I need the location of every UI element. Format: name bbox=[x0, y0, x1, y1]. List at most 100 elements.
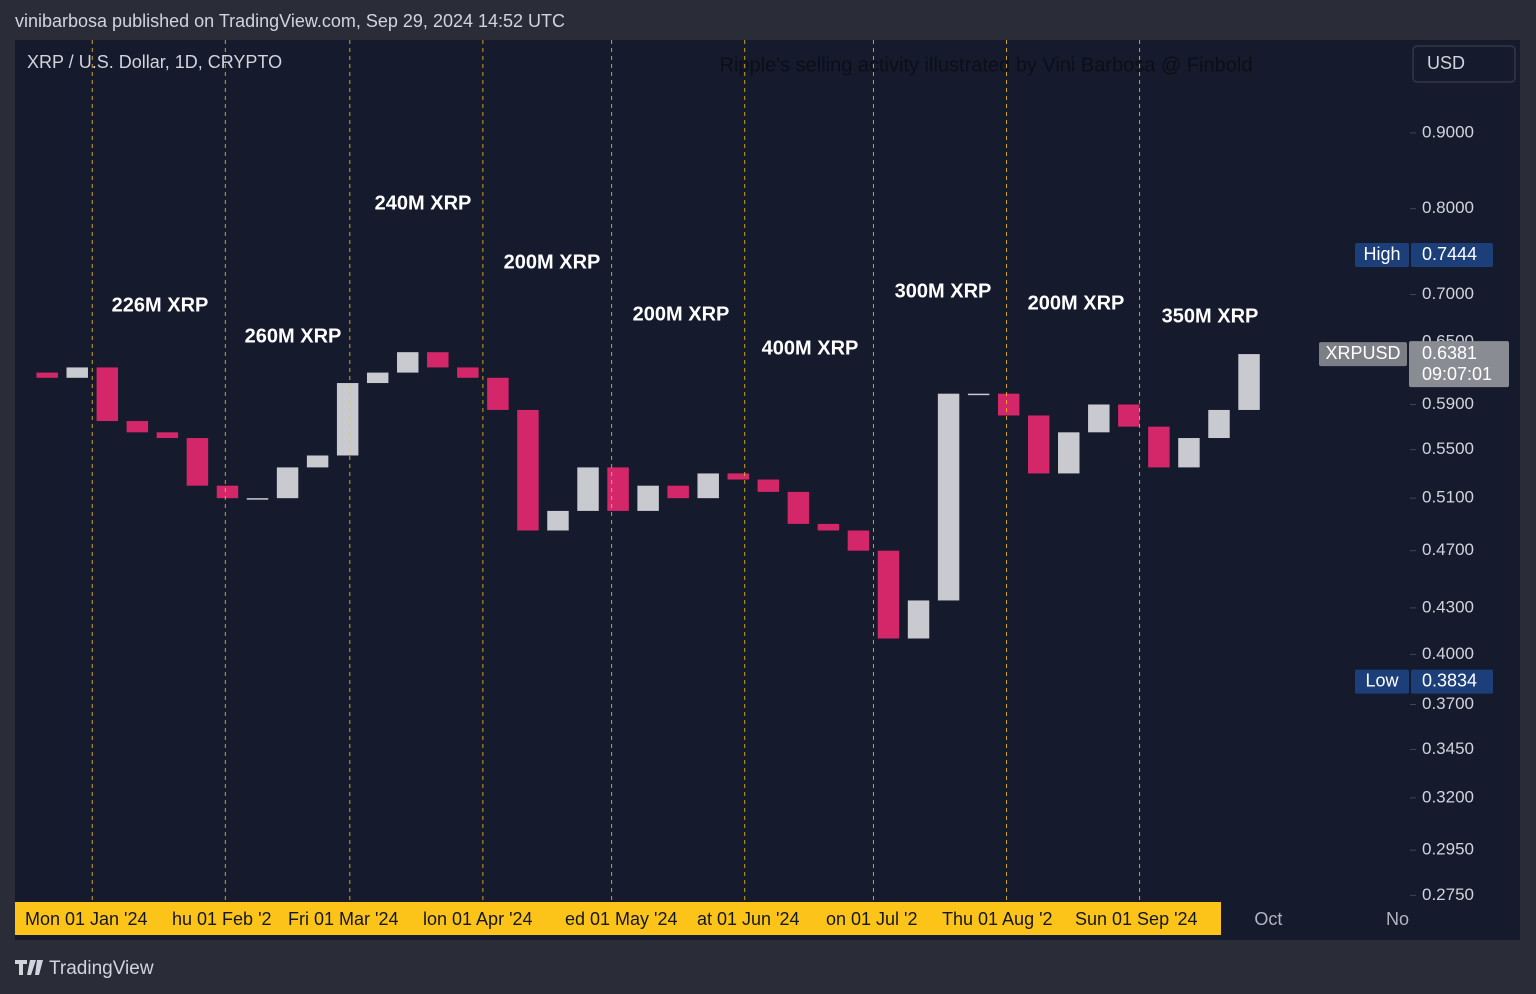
high-value-bg bbox=[1411, 243, 1493, 268]
last-countdown: 09:07:01 bbox=[1422, 364, 1492, 384]
y-tick-label: 0.8000 bbox=[1422, 198, 1474, 217]
candle-body bbox=[306, 455, 329, 468]
low-label-bg bbox=[1355, 669, 1409, 694]
x-axis-highlight bbox=[15, 902, 1221, 935]
y-tick-label: 0.3200 bbox=[1422, 787, 1474, 806]
high-value: 0.7444 bbox=[1422, 244, 1477, 264]
candle-body bbox=[757, 479, 780, 492]
candle-body bbox=[637, 485, 659, 511]
candle-body bbox=[336, 383, 359, 456]
y-tick-label: 0.3700 bbox=[1422, 694, 1474, 713]
candle-body bbox=[697, 473, 719, 499]
low-label: Low bbox=[1365, 670, 1399, 690]
candle-body bbox=[1178, 438, 1200, 468]
candle-body bbox=[547, 510, 569, 531]
candle-body bbox=[276, 467, 299, 499]
last-label-bg bbox=[1319, 342, 1407, 367]
candle-body bbox=[366, 372, 389, 384]
x-tick-label: No bbox=[1386, 909, 1409, 929]
y-tick-label: 0.5900 bbox=[1422, 394, 1474, 413]
candle-body bbox=[517, 409, 539, 531]
candle-body bbox=[1118, 404, 1140, 427]
candle-body bbox=[457, 367, 479, 378]
candle-body bbox=[156, 432, 179, 439]
x-tick-label: hu 01 Feb '2 bbox=[172, 909, 272, 929]
symbol: XRP / U.S. Dollar, 1D, CRYPTO bbox=[27, 52, 282, 72]
candle-body bbox=[1088, 404, 1110, 433]
candle-body bbox=[787, 491, 810, 524]
candle-body bbox=[847, 530, 870, 551]
annotation: 240M XRP bbox=[375, 192, 472, 214]
low-value: 0.3834 bbox=[1422, 670, 1477, 690]
byline: vinibarbosa published on TradingView.com… bbox=[15, 11, 565, 31]
annotation: 300M XRP bbox=[895, 280, 992, 302]
x-tick-label: on 01 Jul '2 bbox=[826, 909, 918, 929]
watermark-title: Ripple's selling activity illustrated by… bbox=[720, 54, 1253, 76]
x-tick-label: Fri 01 Mar '24 bbox=[288, 909, 398, 929]
currency-label[interactable]: USD bbox=[1427, 53, 1465, 73]
y-tick-label: 0.9000 bbox=[1422, 122, 1474, 141]
candle-body bbox=[1058, 432, 1080, 474]
high-label-bg bbox=[1355, 243, 1409, 268]
x-tick-label: Oct bbox=[1254, 909, 1282, 929]
candle-body bbox=[1208, 409, 1230, 439]
last-value-bg bbox=[1409, 341, 1509, 388]
y-tick-label: 0.7000 bbox=[1422, 284, 1474, 303]
last-label: XRPUSD bbox=[1325, 343, 1400, 363]
last-value: 0.6381 bbox=[1422, 343, 1477, 363]
candle-body bbox=[487, 377, 509, 410]
candle-body bbox=[66, 367, 88, 378]
candle-body bbox=[577, 467, 599, 511]
high-label: High bbox=[1363, 244, 1400, 264]
annotation: 260M XRP bbox=[245, 325, 342, 347]
candle-body bbox=[607, 467, 629, 511]
y-tick-label: 0.3450 bbox=[1422, 739, 1474, 758]
candle-body bbox=[36, 372, 58, 378]
candle-body bbox=[96, 367, 119, 422]
candle-body bbox=[997, 393, 1020, 416]
candle-body bbox=[126, 421, 149, 433]
candle-body bbox=[727, 473, 749, 480]
annotation: 400M XRP bbox=[762, 337, 859, 359]
y-tick-label: 0.4700 bbox=[1422, 540, 1474, 559]
candle-body bbox=[246, 498, 269, 500]
candle-body bbox=[667, 485, 689, 499]
y-tick-label: 0.4300 bbox=[1422, 597, 1474, 616]
annotation: 200M XRP bbox=[1028, 292, 1125, 314]
annotation: 226M XRP bbox=[112, 294, 209, 316]
y-tick-label: 0.4000 bbox=[1422, 644, 1474, 663]
brand-logo bbox=[15, 960, 43, 975]
candle-body bbox=[397, 352, 419, 373]
x-tick-label: ed 01 May '24 bbox=[565, 909, 678, 929]
currency-button[interactable] bbox=[1412, 45, 1516, 83]
y-tick-label: 0.2750 bbox=[1422, 885, 1474, 904]
x-tick-label: Thu 01 Aug '2 bbox=[942, 909, 1053, 929]
candle-body bbox=[967, 393, 990, 396]
annotation: 200M XRP bbox=[633, 303, 730, 325]
candle-body bbox=[216, 485, 239, 499]
plot-area bbox=[36, 352, 1260, 639]
candle-body bbox=[427, 352, 449, 368]
y-tick-label: 0.5100 bbox=[1422, 488, 1474, 507]
y-tick-label: 0.5500 bbox=[1422, 439, 1474, 458]
candle-body bbox=[186, 438, 209, 486]
brand-name: TradingView bbox=[49, 958, 154, 979]
candle-body bbox=[1027, 415, 1050, 474]
annotation: 350M XRP bbox=[1162, 305, 1259, 327]
x-tick-label: at 01 Jun '24 bbox=[697, 909, 800, 929]
low-value-bg bbox=[1411, 669, 1493, 694]
candle-body bbox=[877, 550, 900, 639]
brand: TradingView bbox=[15, 958, 154, 979]
candle-body bbox=[937, 393, 960, 601]
annotation: 200M XRP bbox=[504, 251, 601, 273]
y-tick-label: 0.2950 bbox=[1422, 840, 1474, 859]
x-tick-label: Sun 01 Sep '24 bbox=[1075, 909, 1198, 929]
candle-body bbox=[1238, 354, 1260, 410]
x-tick-label: Mon 01 Jan '24 bbox=[25, 909, 148, 929]
candle-body bbox=[1148, 426, 1170, 468]
candle-body bbox=[907, 600, 930, 639]
candle-body bbox=[817, 523, 840, 531]
x-tick-label: lon 01 Apr '24 bbox=[423, 909, 533, 929]
